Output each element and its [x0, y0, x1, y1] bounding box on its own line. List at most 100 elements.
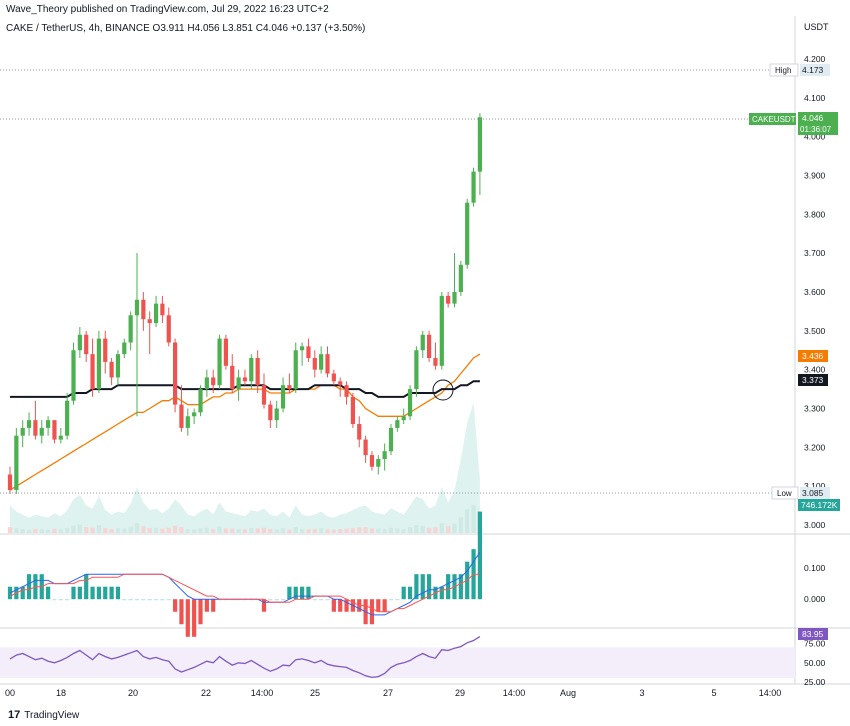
macd-hist-bar — [223, 599, 228, 601]
svg-text:3.436: 3.436 — [802, 351, 824, 361]
candle-body — [401, 416, 406, 421]
macd-hist-bar — [84, 574, 89, 600]
price-tick-label: 3.900 — [804, 171, 826, 181]
macd-hist-bar — [319, 599, 324, 601]
volume-bar — [465, 509, 470, 533]
volume-bar — [192, 529, 197, 533]
volume-bar — [39, 529, 44, 533]
volume-bar — [312, 529, 317, 533]
candle-body — [268, 404, 273, 421]
volume-bar — [458, 517, 463, 533]
volume-bar — [268, 529, 273, 533]
macd-hist-bar — [90, 586, 95, 600]
svg-text:High: High — [775, 66, 791, 75]
svg-text:3.085: 3.085 — [802, 488, 824, 498]
svg-text:3.373: 3.373 — [802, 375, 824, 385]
candle-body — [230, 365, 235, 390]
macd-hist-bar — [280, 599, 286, 601]
candle-body — [255, 358, 260, 386]
svg-text:CAKEUSDT: CAKEUSDT — [752, 115, 796, 124]
volume-bar — [236, 529, 241, 533]
candle-body — [26, 420, 32, 428]
candle-body — [236, 377, 241, 390]
macd-hist-bar — [96, 586, 101, 600]
macd-hist-bar — [109, 586, 114, 600]
tradingview-footer[interactable]: 17 TradingView — [8, 709, 79, 721]
volume-bar — [338, 529, 343, 533]
volume-bar — [319, 528, 324, 533]
volume-bar — [52, 528, 57, 533]
rsi-value-marker: 83.95 — [798, 628, 828, 640]
volume-bar — [90, 527, 95, 533]
volume-bar — [211, 529, 216, 533]
volume-bar — [401, 529, 406, 533]
macd-hist-bar — [26, 574, 32, 600]
macd-hist-bar — [147, 599, 152, 601]
candle-body — [160, 303, 165, 316]
macd-hist-bar — [268, 599, 273, 601]
candle-body — [7, 474, 13, 491]
candle-body — [103, 338, 108, 362]
low-marker: Low 3.085 — [771, 486, 830, 500]
macd-signal-line — [9, 573, 480, 613]
macd-hist-bar — [388, 599, 394, 601]
volume-bar — [33, 529, 38, 533]
macd-hist-bar — [46, 586, 51, 600]
candle-body — [306, 346, 311, 359]
publish-info: Wave_Theory published on TradingView.com… — [6, 4, 329, 15]
candle-body — [90, 354, 95, 390]
volume-bar — [71, 525, 76, 533]
candle-body — [465, 202, 470, 265]
macd-hist-bar — [128, 599, 133, 601]
candle-body — [388, 427, 394, 452]
candle-body — [198, 389, 203, 413]
volume-bar — [147, 528, 152, 533]
candle-body — [71, 350, 76, 401]
volume-bar — [357, 527, 362, 533]
macd-hist-bar — [20, 586, 25, 600]
macd-hist-bar — [153, 599, 159, 601]
macd-hist-bar — [141, 599, 146, 601]
macd-hist-bar — [401, 586, 406, 600]
svg-text:83.95: 83.95 — [802, 629, 824, 639]
symbol-ohlc-line: CAKE / TetherUS, 4h, BINANCE O3.911 H4.0… — [6, 23, 366, 34]
macd-hist-bar — [211, 599, 216, 612]
candle-body — [223, 338, 228, 366]
candle-body — [439, 295, 444, 366]
volume-bar — [388, 527, 394, 533]
time-tick-label: 14:00 — [759, 688, 782, 698]
rsi-line — [9, 636, 481, 679]
volume-bar — [306, 529, 311, 533]
price-tick-label: 3.400 — [804, 365, 826, 375]
volume-bar — [46, 529, 51, 533]
macd-hist-bar — [217, 599, 222, 601]
candle-body — [109, 361, 114, 378]
candle-body — [128, 315, 133, 343]
candle-body — [357, 424, 362, 440]
ma-orange-line — [9, 353, 481, 491]
candle-body — [338, 381, 343, 386]
macd-hist-bar — [287, 586, 292, 600]
svg-text:4.046: 4.046 — [802, 113, 824, 123]
time-axis-ticks: 00 18 20 22 14:00 25 27 29 14:00 Aug 3 5 14:00 — [5, 688, 781, 698]
candle-body — [52, 420, 57, 440]
current-price-marker: CAKEUSDT 4.046 01:36:07 — [749, 112, 838, 135]
candle-body — [293, 350, 298, 390]
volume-bar — [300, 529, 305, 533]
volume-bar — [287, 529, 292, 533]
volume-bar — [198, 528, 203, 533]
volume-bar — [122, 528, 127, 533]
price-tick-label: 3.300 — [804, 404, 826, 414]
volume-bar — [261, 527, 267, 533]
svg-text:Low: Low — [777, 489, 792, 498]
time-tick-label: 14:00 — [503, 688, 526, 698]
macd-hist-bar — [427, 574, 432, 600]
macd-hist-bar — [192, 599, 197, 637]
macd-hist-bar — [77, 586, 82, 600]
crossover-circle — [432, 379, 454, 401]
price-tick-label: 3.600 — [804, 287, 826, 297]
macd-axis-ticks: 0.100 0.000 — [804, 563, 826, 604]
macd-hist-bar — [115, 586, 121, 600]
candle-body — [147, 319, 152, 324]
